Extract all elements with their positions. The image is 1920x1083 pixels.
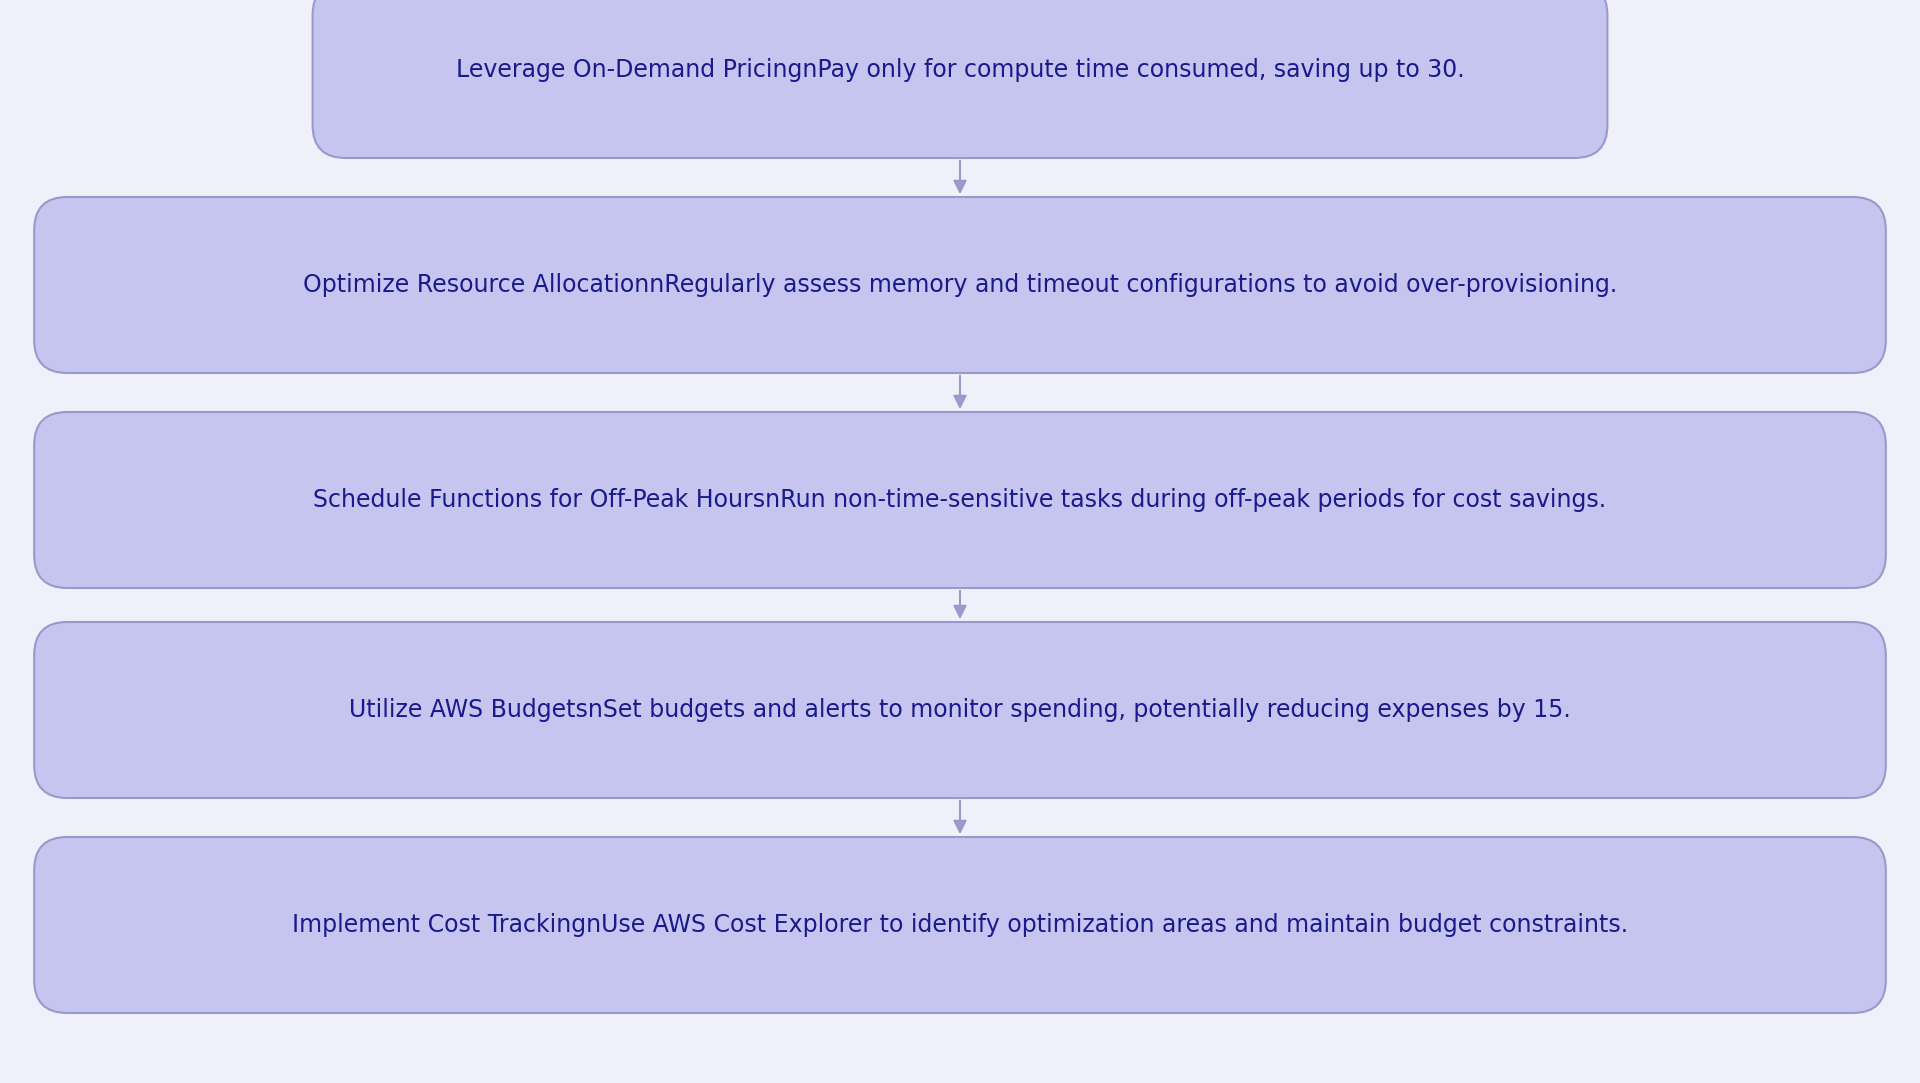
FancyBboxPatch shape: [35, 622, 1885, 798]
FancyBboxPatch shape: [35, 197, 1885, 373]
Text: Implement Cost TrackingnUse AWS Cost Explorer to identify optimization areas and: Implement Cost TrackingnUse AWS Cost Exp…: [292, 913, 1628, 937]
Text: Schedule Functions for Off-Peak HoursnRun non-time-sensitive tasks during off-pe: Schedule Functions for Off-Peak HoursnRu…: [313, 488, 1607, 512]
FancyBboxPatch shape: [35, 412, 1885, 588]
Text: Optimize Resource AllocationnRegularly assess memory and timeout configurations : Optimize Resource AllocationnRegularly a…: [303, 273, 1617, 297]
Text: Leverage On-Demand PricingnPay only for compute time consumed, saving up to 30.: Leverage On-Demand PricingnPay only for …: [455, 58, 1465, 82]
FancyBboxPatch shape: [313, 0, 1607, 158]
Text: Utilize AWS BudgetsnSet budgets and alerts to monitor spending, potentially redu: Utilize AWS BudgetsnSet budgets and aler…: [349, 699, 1571, 722]
FancyBboxPatch shape: [35, 837, 1885, 1013]
